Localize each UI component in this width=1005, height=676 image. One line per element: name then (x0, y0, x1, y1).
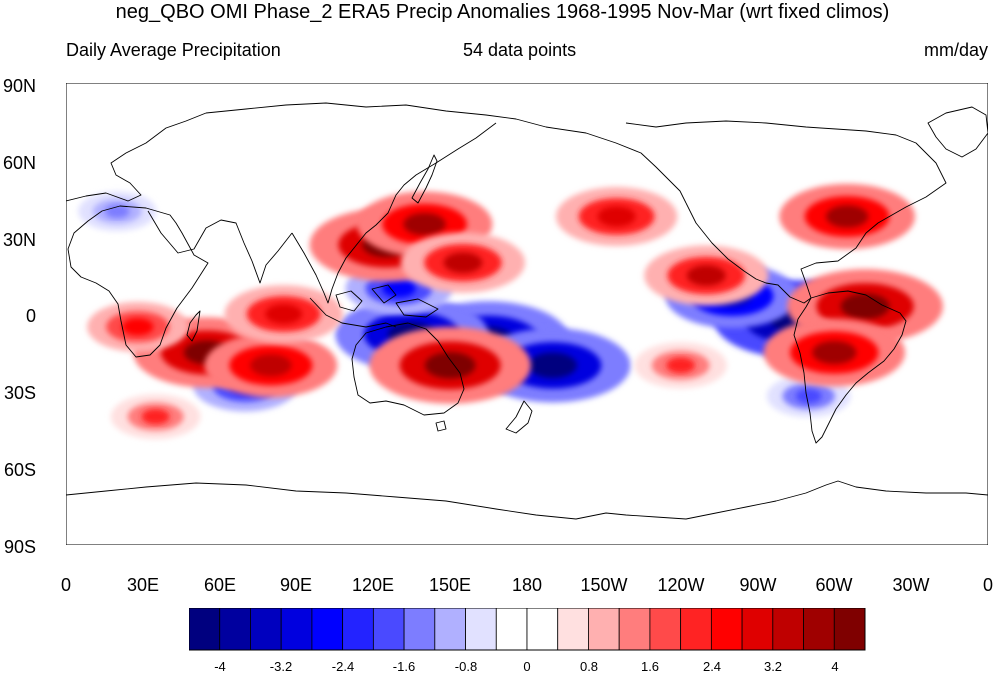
lon-label-120e: 120E (351, 575, 395, 595)
colorbar-label: -3.2 (269, 659, 293, 674)
anomaly-core (121, 318, 154, 336)
colorbar-box (372, 608, 405, 651)
anomaly-core (528, 352, 577, 379)
lon-label-180: 180 (511, 575, 543, 595)
lon-label-120w: 120W (657, 575, 705, 595)
anomaly-core (265, 304, 303, 324)
lat-label-30s: 30S (3, 383, 36, 403)
colorbar-box (588, 608, 620, 651)
colorbar-box (649, 608, 682, 651)
colorbar-label: -0.8 (454, 659, 478, 674)
colorbar-box (311, 608, 344, 651)
anomaly-core (795, 388, 822, 404)
coastline-australia (351, 322, 465, 416)
colorbar-label: -2.4 (331, 659, 355, 674)
colorbar-box (495, 608, 528, 651)
coastline-new-zealand (505, 400, 533, 434)
anomaly-core (443, 252, 483, 274)
anomaly-core (105, 204, 130, 219)
coastline-arabia-india (147, 210, 293, 284)
colorbar (189, 608, 866, 651)
colorbar-label: 2.4 (702, 659, 722, 674)
lon-label-30e: 30E (126, 575, 160, 595)
coastline-tasmania (435, 420, 447, 432)
anomaly-core (597, 206, 636, 227)
colorbar-box (557, 608, 589, 651)
colorbar-box (526, 608, 559, 651)
lat-label-60s: 60S (3, 460, 36, 480)
coastline-antarctica (66, 480, 988, 520)
coastline-greenland (927, 106, 988, 158)
lat-label-60n: 60N (2, 153, 36, 173)
anomaly-core (840, 293, 890, 320)
colorbar-box (403, 608, 436, 651)
anomaly-core (686, 265, 726, 286)
lon-label-90w: 90W (739, 575, 777, 595)
coastline-south-america (793, 290, 907, 444)
coastline-north-america (625, 120, 947, 304)
colorbar-box (280, 608, 313, 651)
lon-label-60w: 60W (815, 575, 853, 595)
anomaly-map (66, 83, 988, 545)
anomaly-core (812, 340, 857, 365)
lon-label-90e: 90E (279, 575, 313, 595)
lon-label-30w: 30W (892, 575, 930, 595)
anomaly-core (403, 212, 446, 236)
colorbar-box (434, 608, 466, 651)
colorbar-label: 1.6 (640, 659, 660, 674)
coastline-japan (411, 154, 438, 204)
anomaly-core (666, 357, 696, 374)
lon-label-150e: 150E (428, 575, 472, 595)
colorbar-box (833, 608, 866, 651)
coastline-siberia (205, 102, 547, 128)
figure-title: neg_QBO OMI Phase_2 ERA5 Precip Anomalie… (115, 1, 890, 23)
colorbar-box (465, 608, 497, 651)
colorbar-label: 4 (831, 659, 839, 674)
colorbar-box (189, 608, 221, 651)
left-subtitle: Daily Average Precipitation (66, 40, 281, 60)
units-label: mm/day (923, 40, 988, 60)
lat-label-eq: 0 (25, 306, 36, 326)
colorbar-box (803, 608, 835, 651)
coastlines (66, 102, 988, 520)
lat-label-90s: 90S (3, 537, 36, 557)
lon-label-60e: 60E (203, 575, 237, 595)
colorbar-box (250, 608, 282, 651)
coastline-africa (67, 205, 209, 358)
lat-label-90n: 90N (2, 76, 36, 96)
colorbar-frame (189, 608, 866, 651)
lat-label-30n: 30N (2, 230, 36, 250)
lon-label-0-east: 0 (982, 575, 994, 595)
coastline-indonesia (309, 284, 439, 328)
colorbar-label: 0.8 (579, 659, 599, 674)
colorbar-label: 3.2 (763, 659, 783, 674)
coastline-madagascar (186, 310, 201, 342)
anomaly-core (424, 352, 476, 379)
colorbar-box (680, 608, 712, 651)
colorbar-box (219, 608, 251, 651)
coastline-europe (66, 112, 207, 202)
colorbar-label: 0 (523, 659, 531, 674)
lon-label-150w: 150W (580, 575, 628, 595)
colorbar-box (741, 608, 774, 651)
anomaly-core (141, 408, 170, 425)
colorbar-box (710, 608, 743, 651)
colorbar-box (618, 608, 651, 651)
colorbar-box (772, 608, 804, 651)
colorbar-label: -1.6 (392, 659, 416, 674)
anomaly-core (825, 205, 869, 228)
center-subtitle: 54 data points (463, 40, 577, 60)
anomaly-core (250, 354, 292, 377)
colorbar-box (342, 608, 374, 651)
anomaly-field (78, 183, 943, 440)
colorbar-label: -4 (214, 659, 226, 674)
anomaly-core (382, 279, 416, 298)
lon-label-0: 0 (60, 575, 72, 595)
coastline-alaska (545, 126, 687, 204)
